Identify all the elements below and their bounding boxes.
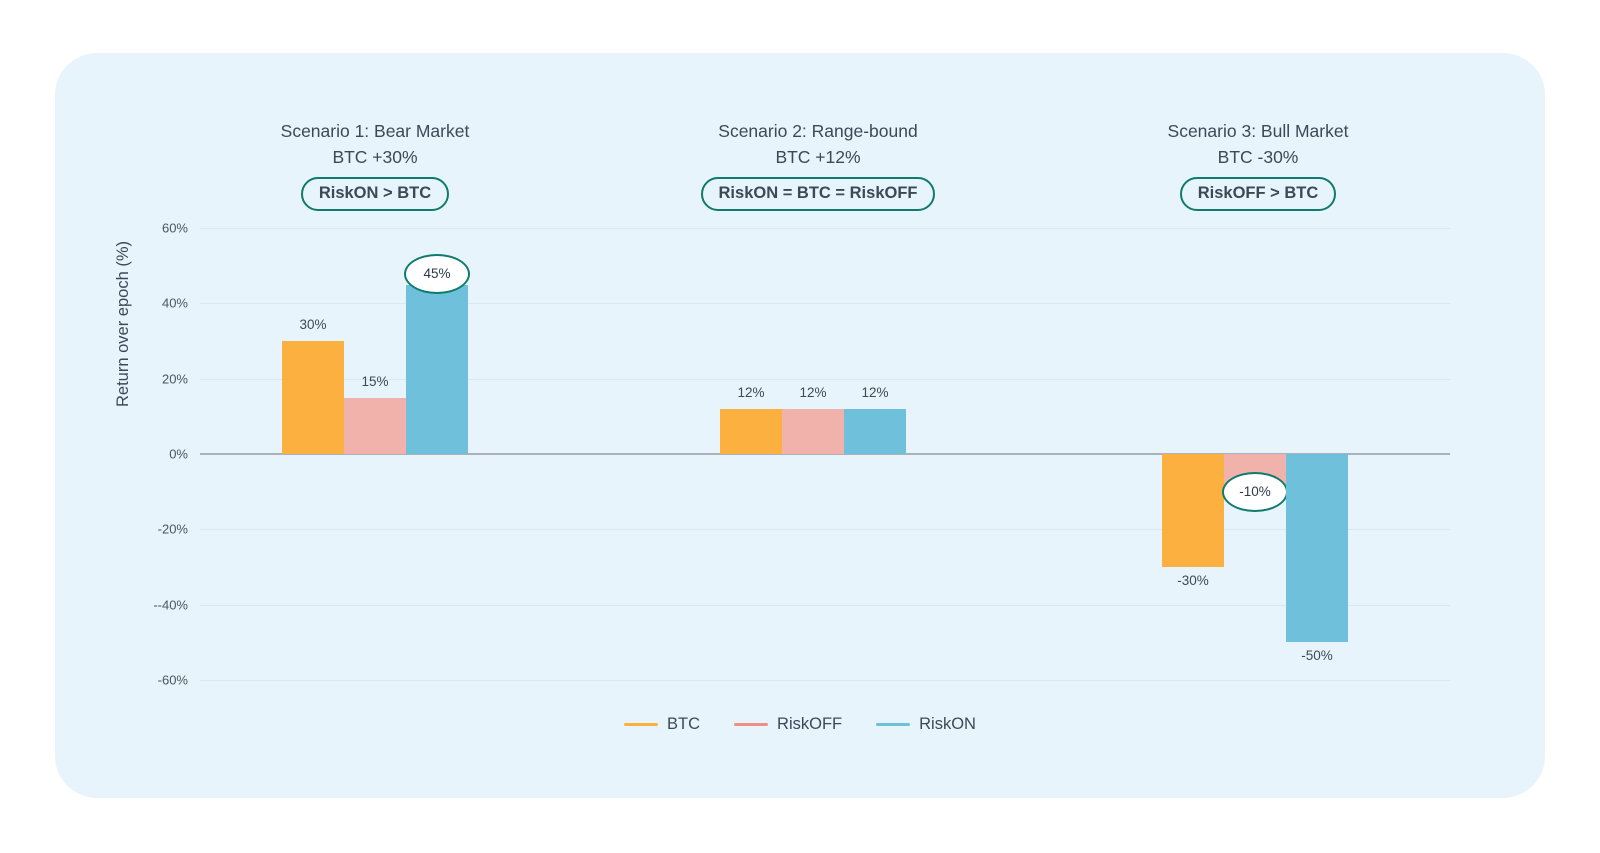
scenario-header-2: Scenario 2: Range-bound BTC +12% RiskON … — [638, 118, 998, 211]
legend-label: RiskON — [919, 715, 976, 733]
scenario-subtitle: BTC +30% — [332, 147, 418, 167]
legend-swatch-riskon — [876, 722, 911, 727]
zero-axis-line — [200, 453, 1450, 455]
value-callout-riskon: 45% — [404, 253, 470, 294]
bar-riskon-scenario-1[interactable] — [406, 284, 468, 454]
scenario-subtitle: BTC -30% — [1217, 147, 1299, 167]
legend-item-riskoff[interactable]: RiskOFF — [734, 715, 842, 734]
chart-legend: BTC RiskOFF RiskON — [0, 715, 1600, 734]
y-axis-tick-label: 20% — [161, 371, 188, 387]
bar-value-label: 12% — [799, 384, 827, 400]
y-axis-tick-label: 60% — [161, 220, 188, 236]
bar-riskoff-scenario-2[interactable] — [782, 408, 844, 454]
bar-value-label: 30% — [299, 317, 327, 332]
scenario-header-3: Scenario 3: Bull Market BTC -30% RiskOFF… — [1078, 118, 1438, 211]
gridline — [200, 680, 1450, 681]
legend-swatch-btc — [624, 722, 659, 727]
bar-riskon-scenario-3[interactable] — [1286, 454, 1348, 643]
scenario-title: Scenario 1: Bear Market — [280, 121, 470, 141]
value-callout-riskoff: -10% — [1222, 471, 1288, 512]
bar-riskoff-scenario-1[interactable] — [344, 397, 406, 454]
bar-value-label: -30% — [1177, 573, 1209, 588]
scenario-title: Scenario 2: Range-bound — [718, 121, 918, 141]
y-axis-tick-label: 40% — [161, 295, 188, 311]
scenario-title: Scenario 3: Bull Market — [1167, 121, 1349, 141]
y-axis-tick-label: 0% — [169, 446, 188, 462]
legend-label: RiskOFF — [777, 715, 843, 733]
scenario-verdict-pill: RiskOFF > BTC — [1179, 177, 1337, 211]
scenario-header-1: Scenario 1: Bear Market BTC +30% RiskON … — [195, 118, 555, 211]
legend-label: BTC — [667, 715, 701, 733]
y-axis-tick-label: -60% — [157, 672, 188, 688]
scenario-verdict-pill: RiskON = BTC = RiskOFF — [700, 177, 936, 211]
bar-btc-scenario-2[interactable] — [720, 408, 782, 454]
gridline — [200, 303, 1450, 305]
legend-item-riskon[interactable]: RiskON — [876, 715, 976, 734]
legend-swatch-riskoff — [734, 722, 769, 727]
bar-btc-scenario-1[interactable] — [282, 341, 344, 454]
y-axis-tick-label: --40% — [153, 597, 188, 613]
scenario-subtitle: BTC +12% — [775, 147, 861, 167]
scenario-verdict-pill: RiskON > BTC — [300, 177, 450, 211]
legend-item-btc[interactable]: BTC — [624, 715, 700, 734]
bar-btc-scenario-3[interactable] — [1162, 454, 1224, 567]
gridline — [200, 228, 1450, 229]
bar-value-label: 15% — [361, 373, 389, 389]
bar-riskon-scenario-2[interactable] — [844, 408, 906, 454]
gridline — [200, 529, 1450, 531]
bar-value-label: 12% — [737, 384, 765, 400]
plot-area: 60% 40% 20% 0% -20% --40% -60% 30% 12% -30% 15% 12%… — [153, 221, 1450, 688]
gridline — [200, 604, 1450, 606]
bar-value-label: -50% — [1301, 648, 1333, 664]
bar-value-label: 12% — [861, 384, 889, 400]
y-axis-tick-label: -20% — [157, 521, 188, 537]
gridline — [200, 378, 1450, 380]
